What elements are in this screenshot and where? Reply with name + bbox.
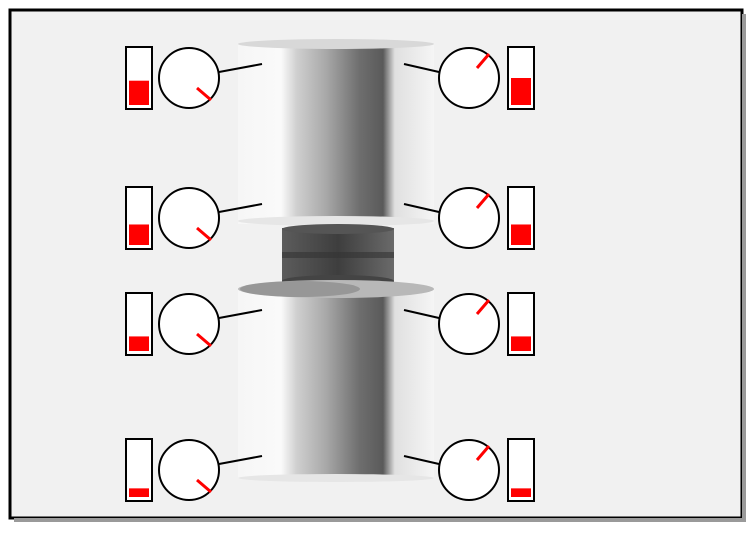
upper-platen	[238, 39, 434, 226]
leader-line	[403, 63, 440, 73]
level-bar-fill	[129, 488, 149, 497]
level-bar-fill	[511, 488, 531, 497]
gauge-needle	[196, 478, 212, 494]
gauge-needle	[475, 53, 491, 69]
gauge-dial	[438, 47, 500, 109]
leader-line	[403, 309, 440, 319]
lower-platen	[238, 280, 434, 482]
gauge-needle	[196, 226, 212, 242]
gauge-dial	[438, 187, 500, 249]
sensor-right-2	[403, 186, 535, 250]
leader-line	[218, 63, 263, 73]
frame-shadow	[742, 14, 746, 522]
gauge-needle	[196, 332, 212, 348]
gauge-needle	[196, 86, 212, 102]
leader-line	[403, 455, 440, 465]
level-bar-fill	[129, 224, 149, 245]
leader-line	[218, 455, 263, 465]
sensor-left-1	[125, 46, 263, 110]
sensor-left-4	[125, 438, 263, 502]
gauge-needle	[475, 299, 491, 315]
gauge-dial	[438, 293, 500, 355]
gauge-needle	[475, 193, 491, 209]
sensor-right-4	[403, 438, 535, 502]
level-bar-fill	[511, 336, 531, 351]
sensor-layer	[125, 46, 535, 502]
gauge-needle	[475, 445, 491, 461]
leader-line	[218, 309, 263, 319]
sensor-left-2	[125, 186, 263, 250]
gauge-dial	[438, 439, 500, 501]
frame-shadow	[14, 518, 746, 522]
level-bar-fill	[511, 224, 531, 245]
sensor-right-3	[403, 292, 535, 356]
specimen	[282, 224, 394, 287]
sensor-left-3	[125, 292, 263, 356]
sensor-right-1	[403, 46, 535, 110]
leader-line	[403, 203, 440, 213]
level-bar-fill	[511, 78, 531, 105]
leader-line	[218, 203, 263, 213]
level-bar-fill	[129, 80, 149, 105]
level-bar-fill	[129, 336, 149, 351]
